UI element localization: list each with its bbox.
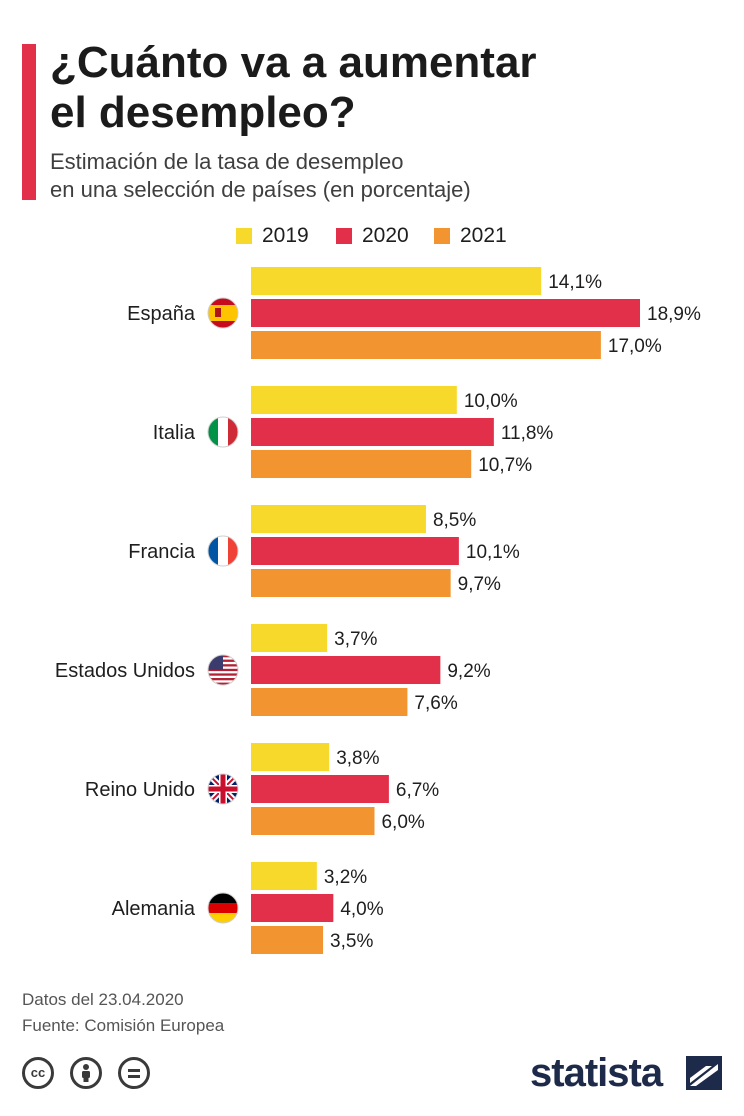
equals-sign-icon bbox=[128, 1069, 140, 1078]
legend-label-2020: 2020 bbox=[362, 224, 409, 247]
no-derivatives-icon bbox=[118, 1057, 150, 1089]
value-label-alemania-2021: 3,5% bbox=[330, 931, 373, 952]
category-label-estados-unidos: Estados Unidos bbox=[55, 660, 195, 682]
category-label-alemania: Alemania bbox=[112, 898, 196, 920]
bar-espana-2021 bbox=[251, 331, 601, 359]
value-label-estados-unidos-2020: 9,2% bbox=[447, 661, 490, 682]
bar-francia-2021 bbox=[251, 569, 451, 597]
data-date: Datos del 23.04.2020 bbox=[22, 990, 184, 1009]
uk-flag-icon bbox=[207, 773, 239, 805]
germany-flag-icon bbox=[207, 892, 239, 924]
bar-alemania-2019 bbox=[251, 862, 317, 890]
subtitle-line-2: en una selección de países (en porcentaj… bbox=[50, 177, 471, 202]
value-label-italia-2019: 10,0% bbox=[464, 391, 518, 412]
bar-chart: España 14,1% 18,9% 17,0% Italia 10,0% 11,8% 10,… bbox=[55, 267, 701, 954]
bar-reino-unido-2019 bbox=[251, 743, 330, 771]
category-label-francia: Francia bbox=[128, 541, 196, 563]
cc-icon-text: cc bbox=[30, 1065, 46, 1080]
bar-espana-2019 bbox=[251, 267, 542, 295]
value-label-reino-unido-2021: 6,0% bbox=[381, 812, 424, 833]
data-source: Fuente: Comisión Europea bbox=[22, 1016, 225, 1035]
value-label-espana-2021: 17,0% bbox=[608, 336, 662, 357]
bar-group-alemania: Alemania 3,2% 4,0% 3,5% bbox=[112, 862, 384, 954]
category-label-italia: Italia bbox=[153, 422, 196, 444]
legend-swatch-2019 bbox=[236, 228, 252, 244]
spain-flag-icon bbox=[207, 297, 239, 329]
attribution-person-icon bbox=[82, 1064, 90, 1082]
bar-group-estados-unidos: Estados Unidos 3,7% 9,2% 7,6% bbox=[55, 624, 491, 716]
chart-title: ¿Cuánto va a aumentar el desempleo? bbox=[50, 38, 730, 138]
chart-legend: 2019 2020 2021 bbox=[0, 222, 744, 250]
value-label-reino-unido-2019: 3,8% bbox=[336, 748, 379, 769]
value-label-estados-unidos-2021: 7,6% bbox=[414, 693, 457, 714]
value-label-francia-2020: 10,1% bbox=[466, 542, 520, 563]
france-flag-icon bbox=[207, 535, 239, 567]
bar-francia-2020 bbox=[251, 537, 459, 565]
value-label-estados-unidos-2019: 3,7% bbox=[334, 629, 377, 650]
cc-icon: cc bbox=[22, 1057, 54, 1089]
value-label-francia-2021: 9,7% bbox=[458, 574, 501, 595]
legend-swatch-2020 bbox=[336, 228, 352, 244]
legend-swatch-2021 bbox=[434, 228, 450, 244]
value-label-alemania-2020: 4,0% bbox=[340, 899, 383, 920]
category-label-espana: España bbox=[127, 303, 196, 325]
bar-group-italia: Italia 10,0% 11,8% 10,7% bbox=[153, 386, 554, 478]
legend-label-2021: 2021 bbox=[460, 224, 507, 247]
bar-group-espana: España 14,1% 18,9% 17,0% bbox=[127, 267, 701, 359]
legend-label-2019: 2019 bbox=[262, 224, 309, 247]
value-label-espana-2020: 18,9% bbox=[647, 304, 701, 325]
bar-reino-unido-2021 bbox=[251, 807, 375, 835]
bar-estados-unidos-2020 bbox=[251, 656, 441, 684]
bar-reino-unido-2020 bbox=[251, 775, 389, 803]
category-label-reino-unido: Reino Unido bbox=[85, 779, 195, 801]
bar-alemania-2020 bbox=[251, 894, 334, 922]
bar-estados-unidos-2021 bbox=[251, 688, 408, 716]
bar-espana-2020 bbox=[251, 299, 640, 327]
value-label-reino-unido-2020: 6,7% bbox=[396, 780, 439, 801]
value-label-francia-2019: 8,5% bbox=[433, 510, 476, 531]
bar-group-reino-unido: Reino Unido 3,8% 6,7% 6,0% bbox=[85, 743, 439, 835]
attribution-icon bbox=[70, 1057, 102, 1089]
footer: Datos del 23.04.2020 Fuente: Comisión Eu… bbox=[22, 987, 224, 1039]
bar-francia-2019 bbox=[251, 505, 426, 533]
title-line-2: el desempleo? bbox=[50, 88, 356, 137]
subtitle-line-1: Estimación de la tasa de desempleo bbox=[50, 149, 404, 174]
bar-alemania-2021 bbox=[251, 926, 324, 954]
value-label-espana-2019: 14,1% bbox=[548, 272, 602, 293]
value-label-italia-2020: 11,8% bbox=[501, 423, 554, 444]
value-label-italia-2021: 10,7% bbox=[478, 455, 532, 476]
italy-flag-icon bbox=[207, 416, 239, 448]
bar-italia-2020 bbox=[251, 418, 494, 446]
bar-group-francia: Francia 8,5% 10,1% 9,7% bbox=[128, 505, 520, 597]
bar-italia-2019 bbox=[251, 386, 457, 414]
chart-subtitle: Estimación de la tasa de desempleo en un… bbox=[50, 148, 730, 204]
brand-name: statista bbox=[530, 1051, 663, 1095]
bar-italia-2021 bbox=[251, 450, 472, 478]
value-label-alemania-2019: 3,2% bbox=[324, 867, 367, 888]
title-accent-bar bbox=[22, 44, 36, 200]
bar-estados-unidos-2019 bbox=[251, 624, 328, 652]
title-line-1: ¿Cuánto va a aumentar bbox=[50, 38, 537, 87]
usa-flag-icon bbox=[207, 654, 239, 686]
statista-mark-icon bbox=[686, 1056, 722, 1090]
